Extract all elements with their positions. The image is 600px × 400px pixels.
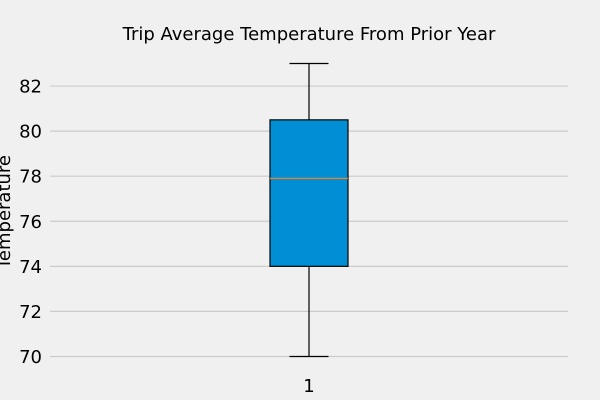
y-tick-label: 70	[19, 347, 42, 368]
y-tick-label: 80	[19, 122, 42, 143]
x-tick-labels: 1	[303, 376, 314, 397]
y-tick-label: 72	[19, 302, 42, 323]
box-series	[269, 62, 349, 358]
box-group	[269, 62, 349, 358]
y-tick-labels: 70 72 74 76 78 80 82	[19, 77, 42, 368]
chart-title: Trip Average Temperature From Prior Year	[122, 24, 496, 45]
y-tick-label: 74	[19, 257, 42, 278]
box-iqr	[269, 119, 349, 267]
y-axis-label: Temperature	[0, 155, 15, 270]
y-tick-label: 76	[19, 212, 42, 233]
y-tick-label: 82	[19, 77, 42, 98]
x-tick-label: 1	[303, 376, 314, 397]
y-tick-label: 78	[19, 167, 42, 188]
